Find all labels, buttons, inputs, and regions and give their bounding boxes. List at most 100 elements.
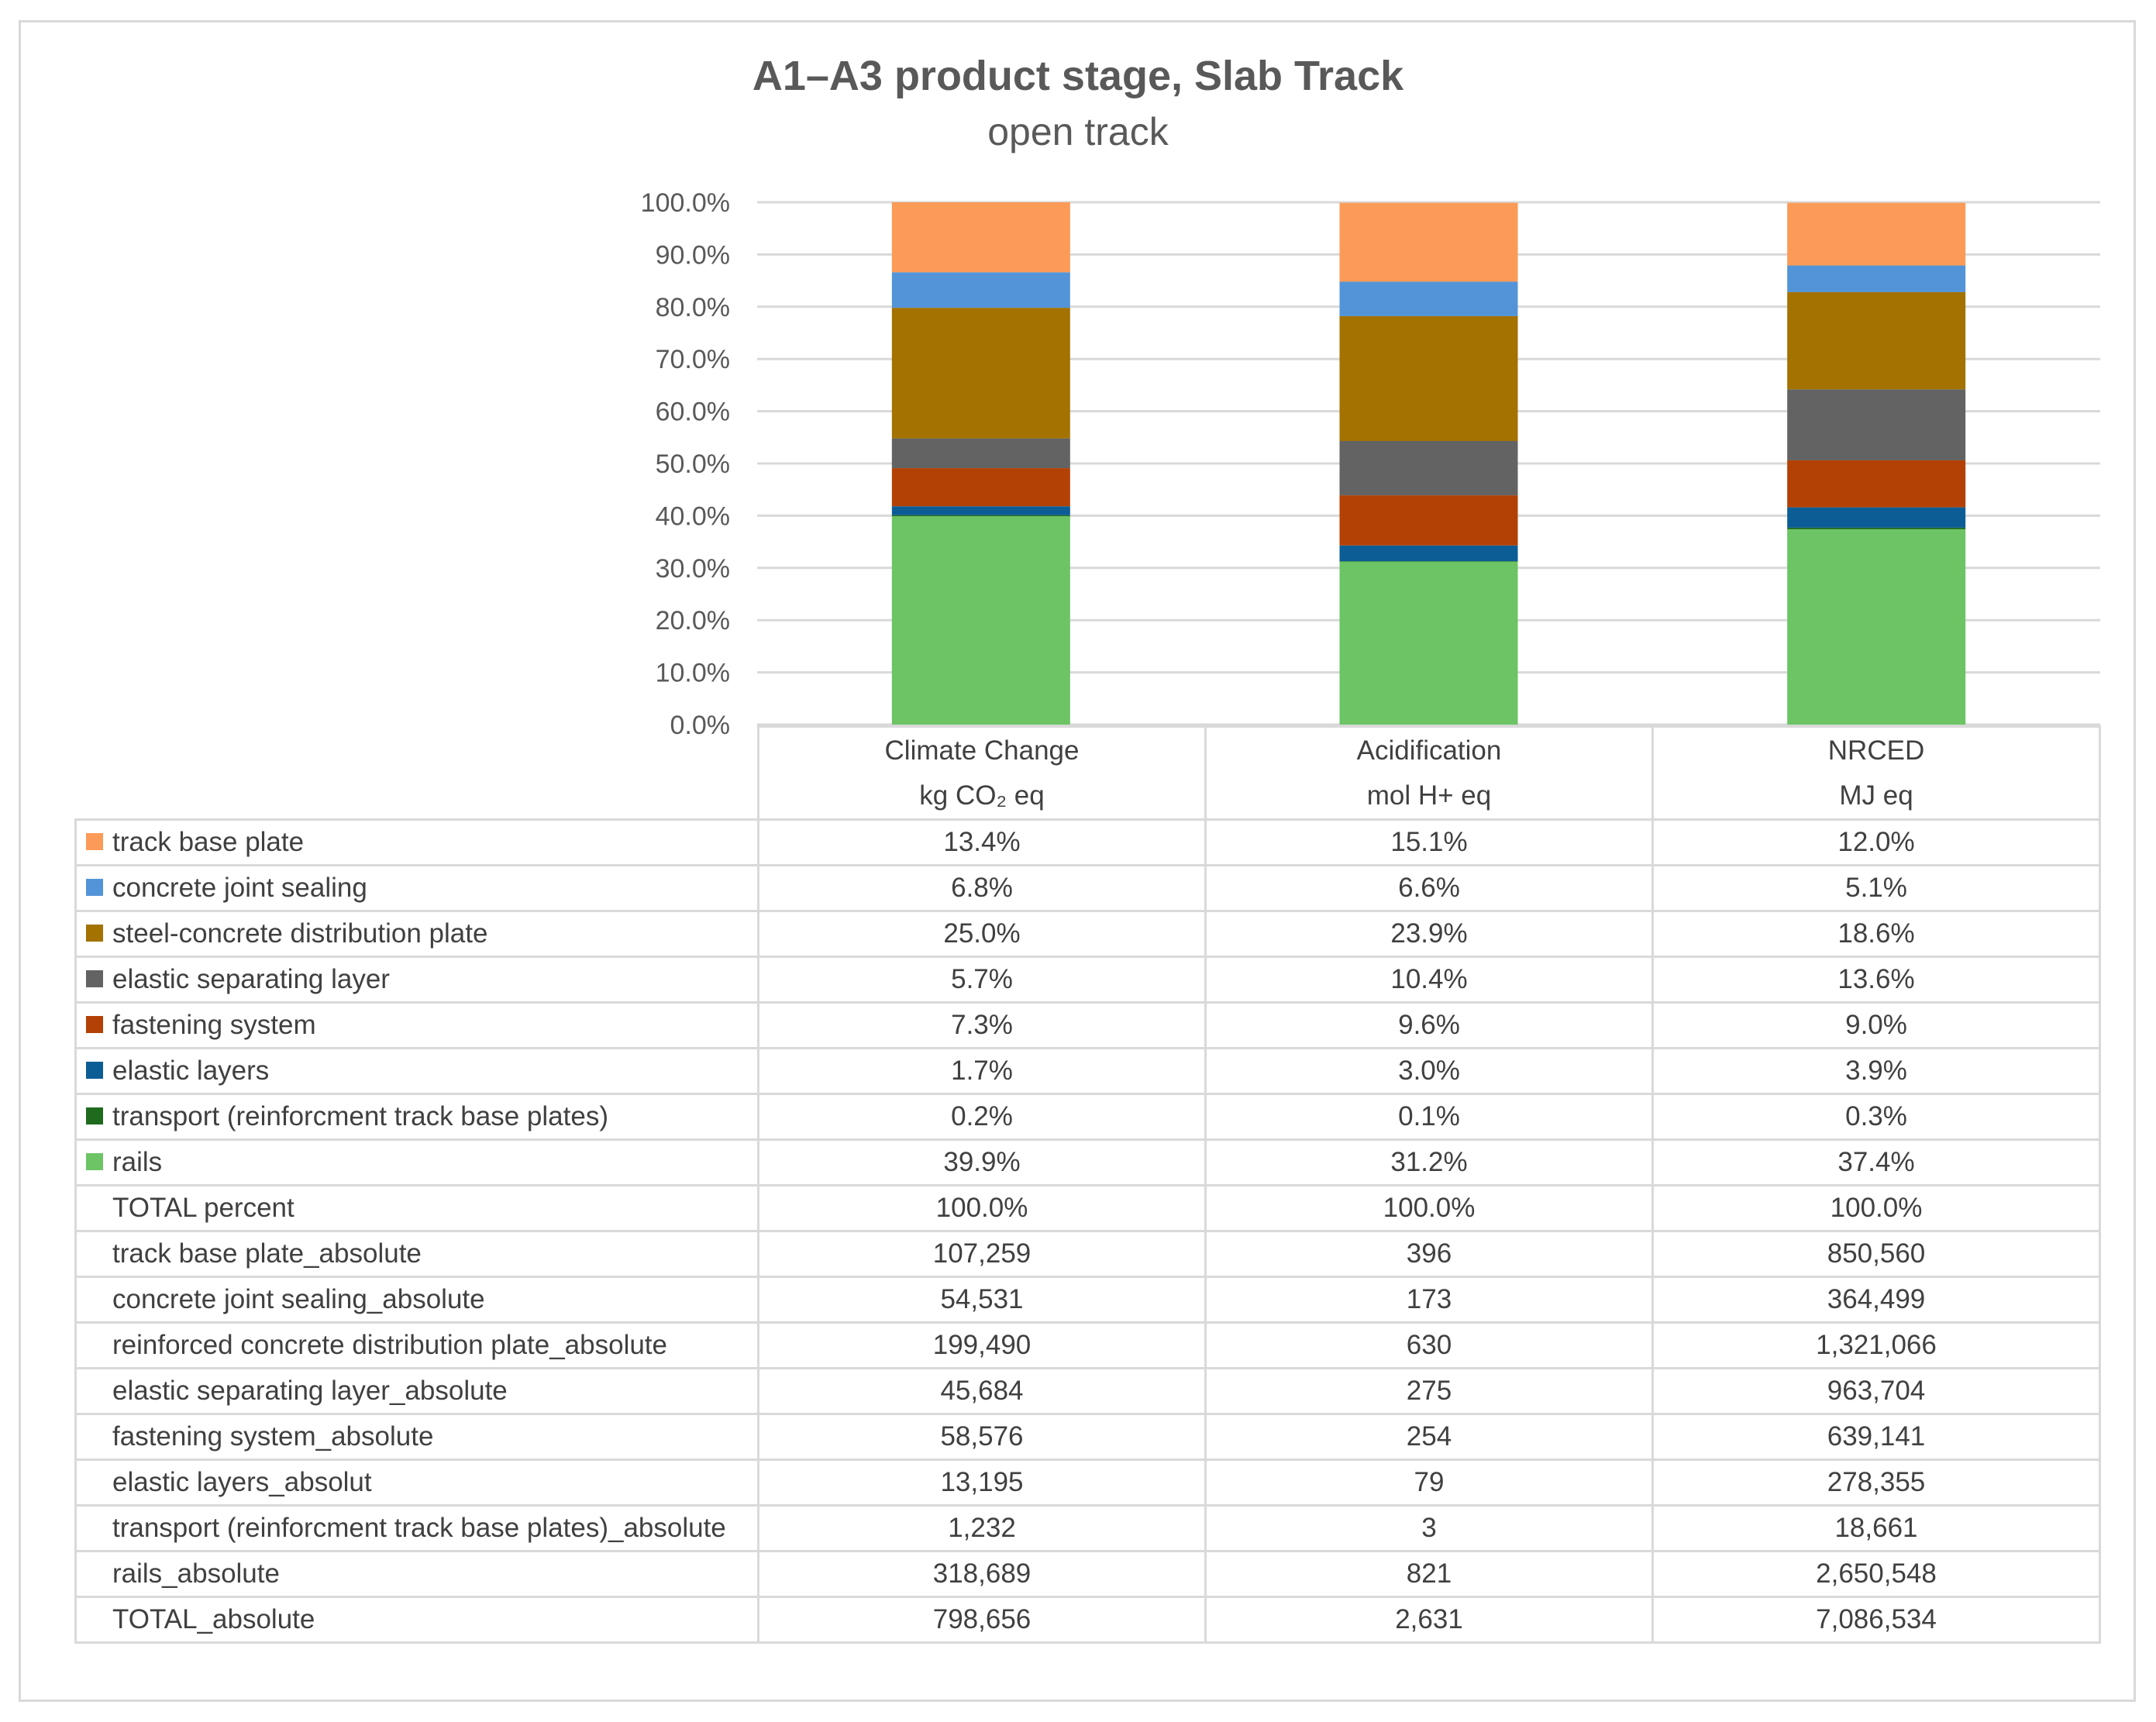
bar-segment	[1339, 281, 1518, 316]
bar-segment	[1787, 389, 1966, 460]
data-label: 963,704	[1651, 1367, 2101, 1415]
table-row: elastic layers_absolut 13,195 79 278,355	[74, 1459, 2101, 1507]
row-label: transport (reinforcment track base plate…	[74, 1504, 759, 1552]
row-label-text: track base plate_absolute	[112, 1238, 422, 1269]
row-label-text: reinforced concrete distribution plate_a…	[112, 1330, 667, 1360]
category-label: Climate Change	[884, 735, 1080, 766]
data-label: 100.0%	[1651, 1184, 2101, 1232]
data-label: 3.9%	[1651, 1047, 2101, 1095]
data-label: 0.3%	[1651, 1093, 2101, 1141]
row-label: concrete joint sealing	[74, 864, 759, 912]
y-tick-label: 70.0%	[656, 345, 730, 374]
data-label: 2,650,548	[1651, 1550, 2101, 1598]
table-row: elastic layers 1.7% 3.0% 3.9%	[74, 1047, 2101, 1095]
bar-segment	[1787, 202, 1966, 266]
table-row: transport (reinforcment track base plate…	[74, 1093, 2101, 1141]
data-label: 850,560	[1651, 1230, 2101, 1278]
legend-swatch	[86, 969, 103, 987]
row-label: track base plate_absolute	[74, 1230, 759, 1278]
row-label: transport (reinforcment track base plate…	[74, 1093, 759, 1141]
table-row: elastic separating layer 5.7% 10.4% 13.6%	[74, 956, 2101, 1004]
row-label: rails	[74, 1138, 759, 1186]
row-label-text: TOTAL_absolute	[112, 1604, 315, 1634]
bar-segment	[891, 438, 1070, 469]
bar-segment	[1339, 561, 1518, 725]
bar-segment	[1339, 202, 1518, 282]
bar-segment	[891, 202, 1070, 273]
table-row: concrete joint sealing 6.8% 6.6% 5.1%	[74, 864, 2101, 912]
data-label: 79	[1204, 1459, 1654, 1507]
data-label: 798,656	[757, 1596, 1207, 1644]
data-label: 275	[1204, 1367, 1654, 1415]
data-label: 7,086,534	[1651, 1596, 2101, 1644]
unit-label: kg CO₂ eq	[919, 780, 1045, 811]
table-row: track base plate 13.4% 15.1% 12.0%	[74, 818, 2101, 866]
data-label: 23.9%	[1204, 910, 1654, 958]
data-label: 15.1%	[1204, 818, 1654, 866]
row-label-text: TOTAL percent	[112, 1193, 294, 1223]
column-header: NRCED MJ eq	[1651, 725, 2101, 821]
table-corner	[75, 726, 759, 821]
y-tick-label: 20.0%	[656, 606, 730, 635]
data-label: 630	[1204, 1321, 1654, 1369]
row-label-text: elastic layers	[112, 1056, 270, 1086]
unit-label: MJ eq	[1839, 780, 1913, 811]
table-row: concrete joint sealing_absolute 54,531 173…	[74, 1276, 2101, 1324]
row-label-text: concrete joint sealing	[112, 873, 367, 903]
row-label: elastic layers_absolut	[74, 1459, 759, 1507]
data-label: 31.2%	[1204, 1138, 1654, 1186]
bar-segment	[891, 308, 1070, 439]
column-header: Acidification mol H+ eq	[1204, 725, 1654, 821]
bar-segment	[891, 515, 1070, 517]
data-label: 25.0%	[757, 910, 1207, 958]
bar-segment	[1787, 460, 1966, 508]
y-tick-label: 100.0%	[641, 188, 730, 218]
bar-segment	[1787, 291, 1966, 390]
table-row: fastening system_absolute 58,576 254 639,14…	[74, 1413, 2101, 1461]
y-tick-label: 50.0%	[656, 449, 730, 479]
data-label: 13.6%	[1651, 956, 2101, 1004]
table-row: reinforced concrete distribution plate_a…	[74, 1321, 2101, 1369]
legend-swatch	[86, 1152, 103, 1170]
data-label: 396	[1204, 1230, 1654, 1278]
bar-segment	[1339, 561, 1518, 562]
bar-segment	[1339, 495, 1518, 546]
bar-segment	[1787, 529, 1966, 725]
legend-swatch	[86, 1107, 103, 1124]
row-label-text: fastening system	[112, 1010, 316, 1040]
row-label: fastening system_absolute	[74, 1413, 759, 1461]
data-label: 1.7%	[757, 1047, 1207, 1095]
row-label: TOTAL percent	[74, 1184, 759, 1232]
row-label-text: concrete joint sealing_absolute	[112, 1284, 485, 1314]
row-label: TOTAL_absolute	[74, 1596, 759, 1644]
data-label: 173	[1204, 1276, 1654, 1324]
data-table: Climate Change kg CO₂ eq Acidification mol …	[74, 725, 2101, 1644]
data-label: 58,576	[757, 1413, 1207, 1461]
table-row: TOTAL_absolute 798,656 2,631 7,086,534	[74, 1596, 2101, 1644]
data-label: 10.4%	[1204, 956, 1654, 1004]
data-label: 3	[1204, 1504, 1654, 1552]
legend-swatch	[86, 924, 103, 942]
table-row: steel-concrete distribution plate 25.0% 23…	[74, 910, 2101, 958]
data-label: 6.8%	[757, 864, 1207, 912]
row-label-text: steel-concrete distribution plate	[112, 918, 488, 949]
table-row: track base plate_absolute 107,259 396 850,5…	[74, 1230, 2101, 1278]
table-row: rails_absolute 318,689 821 2,650,548	[74, 1550, 2101, 1598]
category-label: NRCED	[1827, 735, 1925, 766]
chart-subtitle: open track	[987, 110, 1169, 153]
data-label: 199,490	[757, 1321, 1207, 1369]
row-label: track base plate	[74, 818, 759, 866]
data-label: 318,689	[757, 1550, 1207, 1598]
data-label: 3.0%	[1204, 1047, 1654, 1095]
row-label-text: elastic separating layer_absolute	[112, 1376, 508, 1406]
data-label: 278,355	[1651, 1459, 2101, 1507]
bar-segment	[891, 516, 1070, 725]
row-label-text: rails_absolute	[112, 1558, 280, 1589]
data-label: 2,631	[1204, 1596, 1654, 1644]
data-label: 6.6%	[1204, 864, 1654, 912]
table-row: elastic separating layer_absolute 45,684 2…	[74, 1367, 2101, 1415]
data-label: 364,499	[1651, 1276, 2101, 1324]
data-label: 9.0%	[1651, 1001, 2101, 1049]
table-header-row: Climate Change kg CO₂ eq Acidification mol …	[75, 725, 2101, 821]
row-label-text: elastic layers_absolut	[112, 1467, 372, 1497]
